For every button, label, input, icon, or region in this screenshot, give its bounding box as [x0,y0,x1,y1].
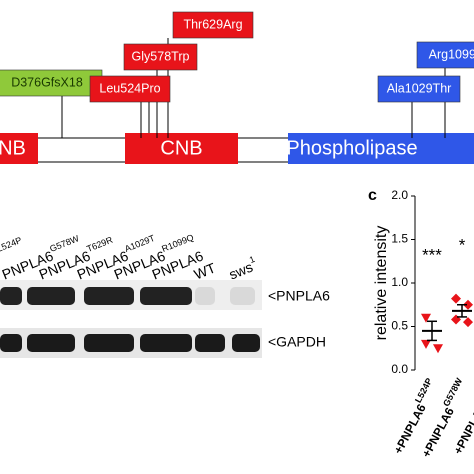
label-sup: 1 [248,254,256,265]
variant-label: Gly578Trp [132,49,190,63]
variant-box [123,43,198,71]
panel-letter: c [368,187,377,204]
variant-box [416,41,474,69]
domain-label: NB [0,137,26,159]
label-sup: G578W [441,376,464,408]
lane-label: WT [192,259,219,282]
label-sup: L524P [413,377,434,405]
variant-label: Arg1099Gln [429,47,474,61]
band [27,334,75,352]
domain-box [288,133,474,164]
domain-box [0,133,38,164]
y-tick-label: 1.5 [391,232,408,246]
data-point [463,317,473,328]
band [232,334,260,352]
label-main: WT [192,259,219,282]
data-point [451,314,461,325]
label-main: +PNPLA6 [451,402,474,457]
variant-label: Leu524Pro [99,81,160,95]
band [230,287,255,305]
data-point [451,293,461,304]
label-sup: L524P [0,235,23,254]
y-axis-label: relative intensity [373,226,390,341]
y-tick-label: 1.0 [391,275,408,289]
row-label: <PNPLA6 [268,288,330,304]
band [195,287,215,305]
label-sup: T629R [85,235,114,255]
variant-box [0,69,103,97]
y-tick-label: 2.0 [391,188,408,202]
band [84,287,134,305]
variant-label: D376GfsX18 [11,75,83,89]
row-label: <GAPDH [268,334,326,350]
band [0,287,22,305]
variant-box [377,75,461,103]
band [27,287,75,305]
significance: *** [422,245,442,264]
data-point [421,339,431,349]
domain-label: CNB [160,137,202,159]
data-point [433,344,443,354]
band [84,334,134,352]
y-tick-label: 0.5 [391,319,408,333]
domain-box [125,133,238,164]
lane-label: sws1 [226,254,260,282]
band [140,287,192,305]
band [140,334,192,352]
significance: * [459,235,466,254]
variant-label: Ala1029Thr [387,81,452,95]
data-point [421,313,431,323]
band [195,334,225,352]
band [0,334,22,352]
variant-box [89,75,171,103]
variant-label: Thr629Arg [183,17,242,31]
data-point [463,299,473,310]
y-tick-label: 0.0 [391,362,408,376]
variant-box [172,11,254,39]
domain-label: Phospholipase [286,137,417,159]
